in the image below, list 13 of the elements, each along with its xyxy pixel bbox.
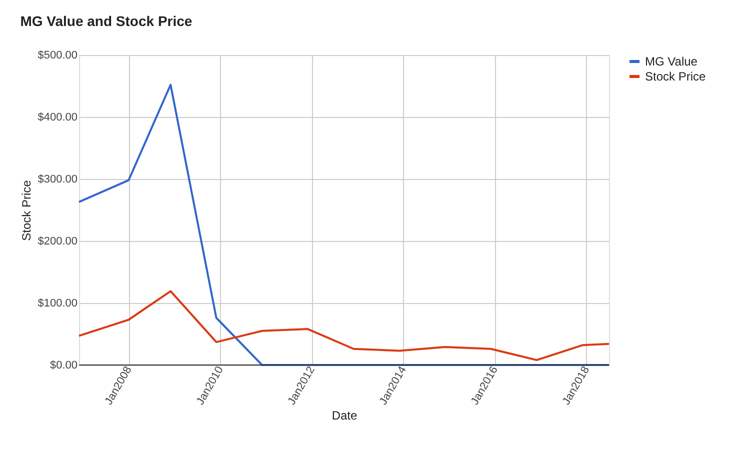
- y-tick-label: $300.00: [38, 174, 78, 186]
- line-series: [78, 290, 610, 362]
- y-tick-label: $500.00: [38, 50, 78, 62]
- legend-label: Stock Price: [645, 70, 706, 84]
- y-tick-label: $200.00: [38, 236, 78, 248]
- legend-label: MG Value: [645, 54, 698, 68]
- x-axis-title: Date: [332, 408, 358, 423]
- y-tick-label: $100.00: [38, 298, 78, 310]
- y-axis-title: Stock Price: [20, 180, 34, 241]
- line-series: [78, 84, 610, 366]
- y-tick-label: $0.00: [50, 360, 78, 372]
- chart-title: MG Value and Stock Price: [20, 13, 192, 29]
- y-tick-label: $400.00: [38, 112, 78, 124]
